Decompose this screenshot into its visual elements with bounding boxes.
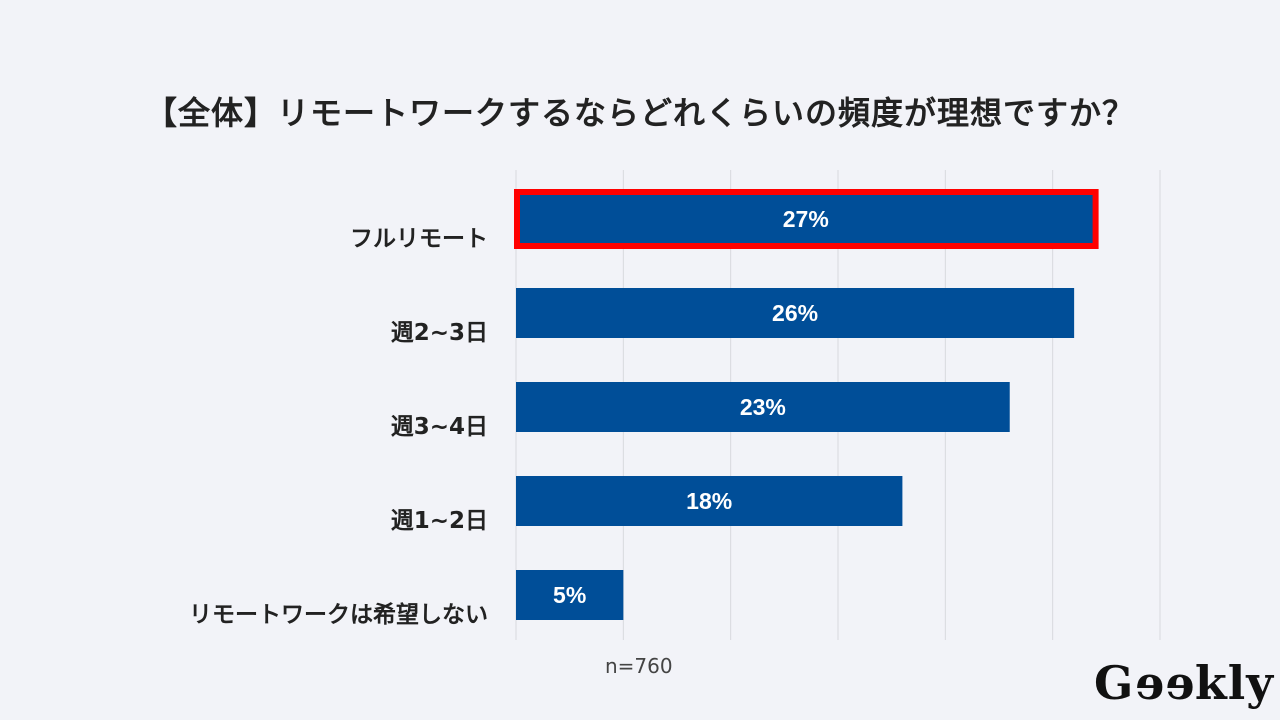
category-label: リモートワークは希望しない — [189, 601, 488, 628]
data-label: 27% — [783, 206, 829, 232]
chart-title: 【全体】リモートワークするならどれくらいの頻度が理想ですか？ — [144, 94, 1135, 132]
sample-size-note: n=760 — [605, 654, 673, 678]
category-label: 週2~3日 — [391, 320, 488, 346]
data-label: 18% — [686, 488, 732, 514]
data-label: 23% — [740, 394, 786, 420]
bar — [516, 288, 1075, 338]
category-label: 週3~4日 — [391, 414, 488, 440]
data-label: 26% — [772, 300, 818, 326]
data-label: 5% — [553, 582, 586, 608]
bar — [516, 570, 624, 620]
category-label: フルリモート — [350, 226, 488, 252]
geekly-logo: Geekly — [1094, 656, 1274, 710]
category-label: 週1~2日 — [391, 508, 488, 534]
highlight-outline — [514, 189, 1099, 249]
bar — [516, 382, 1010, 432]
bar — [516, 476, 903, 526]
bar — [516, 194, 1096, 244]
